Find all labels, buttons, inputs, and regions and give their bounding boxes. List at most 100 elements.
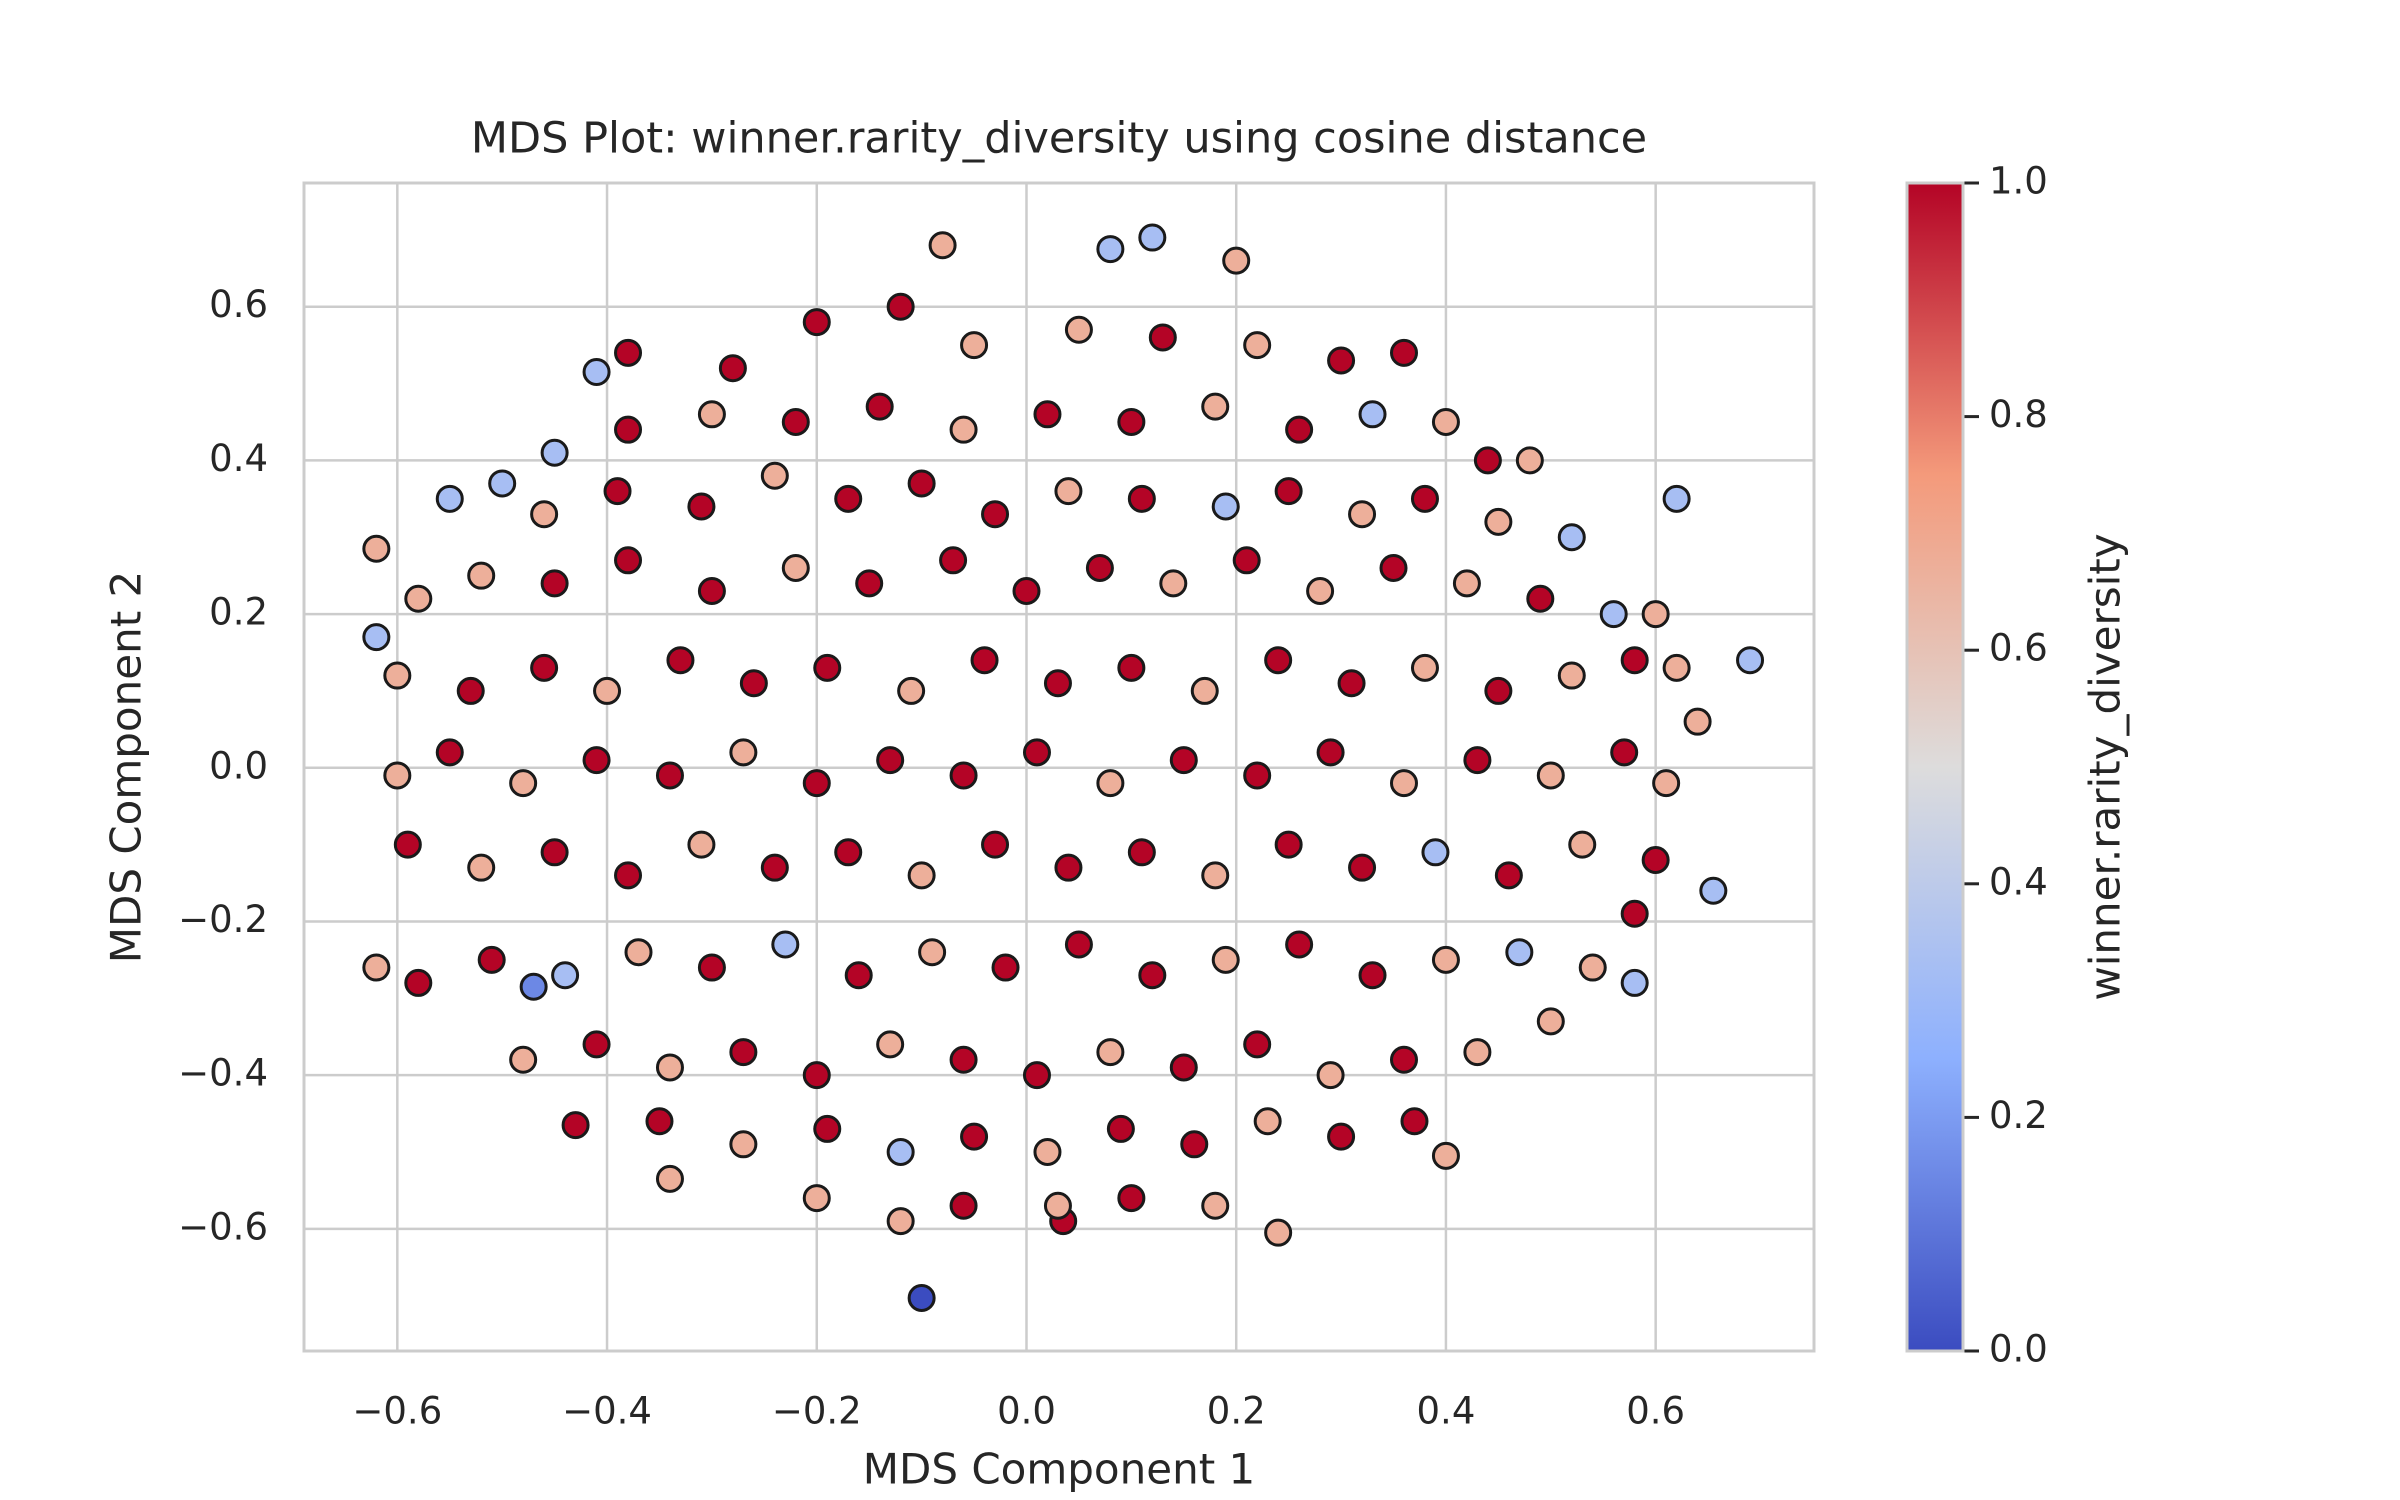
point <box>802 1184 831 1213</box>
point <box>467 561 496 590</box>
point <box>907 1283 936 1312</box>
y-tick-label: 0.0 <box>209 744 268 787</box>
point <box>1536 761 1565 790</box>
point <box>865 392 894 421</box>
point <box>1201 861 1230 890</box>
point <box>1243 331 1272 360</box>
point <box>435 738 464 767</box>
point <box>1012 577 1041 606</box>
point <box>1117 407 1146 436</box>
point <box>1494 861 1523 890</box>
point <box>1389 769 1418 798</box>
point <box>655 1164 684 1193</box>
point <box>530 500 559 529</box>
point <box>1431 407 1460 436</box>
point <box>614 338 643 367</box>
point <box>897 676 926 705</box>
point <box>614 415 643 444</box>
colorbar-tick-label: 0.2 <box>1989 1094 2048 1137</box>
point <box>991 953 1020 982</box>
point <box>540 838 569 867</box>
point <box>1211 945 1240 974</box>
point <box>960 1122 989 1151</box>
point <box>1683 707 1712 736</box>
point <box>1085 553 1114 582</box>
point <box>949 1191 978 1220</box>
point <box>1096 1038 1125 1067</box>
point <box>1557 661 1586 690</box>
point <box>1515 446 1544 475</box>
point <box>1452 569 1481 598</box>
point <box>802 769 831 798</box>
point <box>1337 669 1366 698</box>
point <box>729 738 758 767</box>
point <box>1505 938 1534 967</box>
point <box>1117 653 1146 682</box>
colorbar-tick-label: 0.8 <box>1989 393 2048 436</box>
point <box>844 961 873 990</box>
point <box>1180 1130 1209 1159</box>
point <box>970 646 999 675</box>
point <box>593 676 622 705</box>
point <box>530 653 559 682</box>
point <box>886 292 915 321</box>
y-tick-label: −0.4 <box>178 1052 268 1095</box>
point <box>918 938 947 967</box>
point <box>1243 761 1272 790</box>
point <box>1138 223 1167 252</box>
point <box>1421 838 1450 867</box>
point <box>813 653 842 682</box>
point <box>1389 1045 1418 1074</box>
point <box>1578 953 1607 982</box>
point <box>802 1061 831 1090</box>
point <box>981 830 1010 859</box>
point <box>614 861 643 890</box>
grid <box>304 183 1814 1351</box>
point <box>362 534 391 563</box>
point <box>655 761 684 790</box>
point <box>1306 577 1335 606</box>
point <box>1410 653 1439 682</box>
point <box>1662 653 1691 682</box>
y-axis-label: MDS Component 2 <box>102 571 151 964</box>
point <box>509 1045 538 1074</box>
point <box>1484 507 1513 536</box>
point <box>781 553 810 582</box>
point <box>1327 1122 1356 1151</box>
point <box>1285 930 1314 959</box>
point <box>551 961 580 990</box>
point <box>624 938 653 967</box>
point <box>1610 738 1639 767</box>
point <box>362 953 391 982</box>
point <box>687 830 716 859</box>
point <box>1274 477 1303 506</box>
point <box>1117 1184 1146 1213</box>
point <box>1190 676 1219 705</box>
labels: −0.6 −0.4 −0.2 0.0 0.2 0.4 0.6 −0.6 −0.4 −0.2 0.0 0… <box>178 160 2048 1433</box>
point <box>393 830 422 859</box>
point <box>467 853 496 882</box>
point <box>1431 1141 1460 1170</box>
y-tick-label: 0.4 <box>209 437 268 480</box>
point <box>834 838 863 867</box>
point <box>760 853 789 882</box>
colorbar-tick-label: 0.0 <box>1989 1328 2048 1371</box>
point <box>1211 492 1240 521</box>
point <box>1243 1030 1272 1059</box>
plot-frame <box>302 181 1816 1353</box>
point <box>488 469 517 498</box>
point <box>718 354 747 383</box>
x-tick-label: 0.0 <box>997 1390 1056 1433</box>
point <box>1043 1191 1072 1220</box>
point <box>855 569 884 598</box>
point <box>1526 584 1555 613</box>
point <box>1463 746 1492 775</box>
point <box>1736 646 1765 675</box>
point <box>1641 600 1670 629</box>
point <box>1463 1038 1492 1067</box>
point <box>1232 546 1261 575</box>
point <box>981 500 1010 529</box>
point <box>939 546 968 575</box>
point <box>509 769 538 798</box>
